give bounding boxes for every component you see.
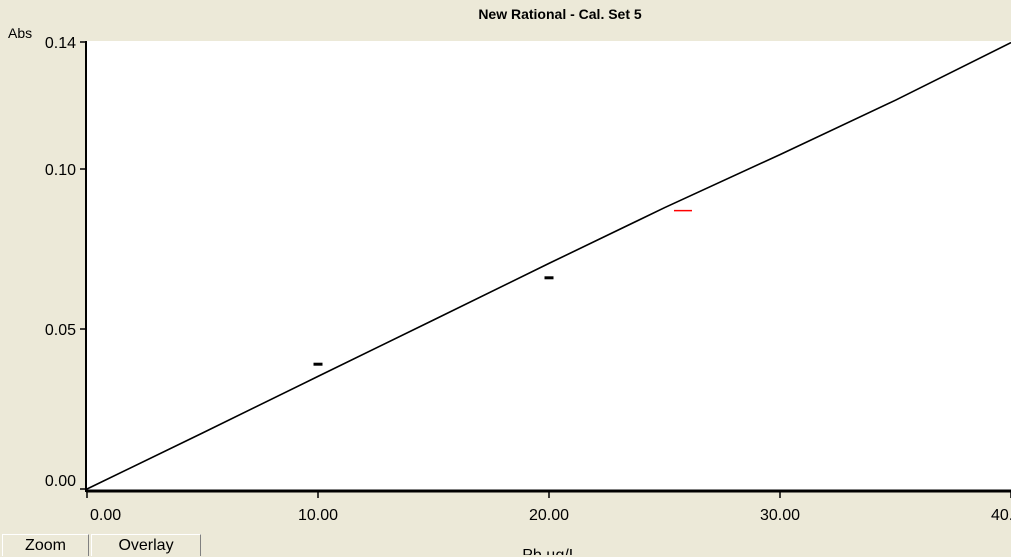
y-tick-label: 0.00 bbox=[45, 473, 76, 490]
y-tick-label: 0.10 bbox=[45, 162, 76, 179]
x-axis-ticks: 0.00 10.00 20.00 30.00 40.00 bbox=[86, 491, 1011, 524]
y-tick-label: 0.05 bbox=[45, 322, 76, 339]
overlay-tab[interactable]: Overlay bbox=[91, 534, 201, 556]
series-layer bbox=[86, 41, 1011, 490]
x-axis-label: Pb µg/L bbox=[522, 547, 578, 555]
y-axis-label: Abs bbox=[8, 25, 32, 41]
y-tick-label: 0.14 bbox=[45, 35, 76, 52]
x-tick-label: 30.00 bbox=[760, 507, 800, 524]
zoom-tab[interactable]: Zoom bbox=[2, 534, 89, 556]
x-tick-label: 10.00 bbox=[298, 507, 338, 524]
plot-area bbox=[87, 41, 1011, 491]
x-tick-label: 40.00 bbox=[991, 507, 1011, 524]
x-tick-label: 20.00 bbox=[529, 507, 569, 524]
calibration-curve bbox=[86, 41, 1011, 490]
y-axis-ticks: 0.00 0.05 0.10 0.14 bbox=[45, 35, 87, 490]
x-tick-label: 0.00 bbox=[90, 507, 121, 524]
chart-title: New Rational - Cal. Set 5 bbox=[478, 6, 642, 22]
